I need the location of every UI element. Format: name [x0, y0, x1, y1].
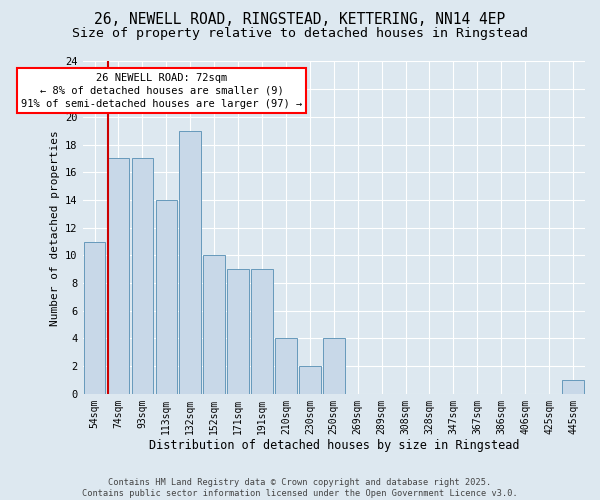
Bar: [275, 338, 296, 394]
Bar: [84, 242, 105, 394]
Text: Contains HM Land Registry data © Crown copyright and database right 2025.
Contai: Contains HM Land Registry data © Crown c…: [82, 478, 518, 498]
Bar: [179, 130, 201, 394]
Bar: [562, 380, 584, 394]
X-axis label: Distribution of detached houses by size in Ringstead: Distribution of detached houses by size …: [149, 440, 519, 452]
Y-axis label: Number of detached properties: Number of detached properties: [50, 130, 59, 326]
Bar: [299, 366, 320, 394]
Bar: [227, 269, 249, 394]
Bar: [323, 338, 344, 394]
Bar: [251, 269, 273, 394]
Bar: [155, 200, 177, 394]
Bar: [131, 158, 153, 394]
Bar: [107, 158, 129, 394]
Bar: [203, 256, 225, 394]
Text: 26 NEWELL ROAD: 72sqm
← 8% of detached houses are smaller (9)
91% of semi-detach: 26 NEWELL ROAD: 72sqm ← 8% of detached h…: [21, 72, 302, 109]
Text: Size of property relative to detached houses in Ringstead: Size of property relative to detached ho…: [72, 28, 528, 40]
Text: 26, NEWELL ROAD, RINGSTEAD, KETTERING, NN14 4EP: 26, NEWELL ROAD, RINGSTEAD, KETTERING, N…: [94, 12, 506, 28]
